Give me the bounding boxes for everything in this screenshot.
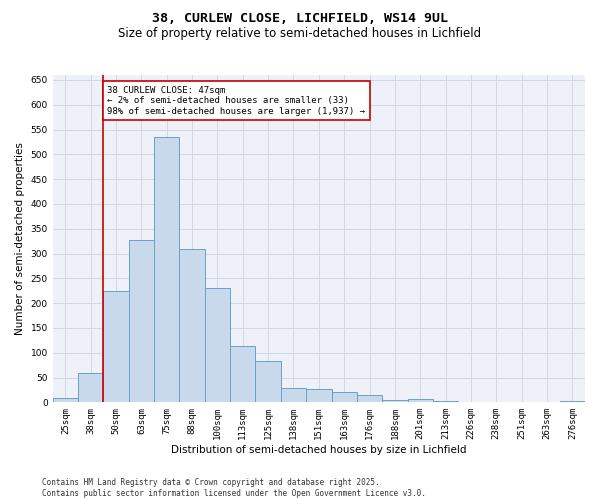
X-axis label: Distribution of semi-detached houses by size in Lichfield: Distribution of semi-detached houses by … xyxy=(171,445,467,455)
Bar xyxy=(205,288,230,403)
Text: Size of property relative to semi-detached houses in Lichfield: Size of property relative to semi-detach… xyxy=(118,28,482,40)
Bar xyxy=(306,390,332,402)
Bar xyxy=(230,346,256,403)
Bar xyxy=(382,400,407,402)
Bar xyxy=(332,392,357,402)
Bar xyxy=(357,395,382,402)
Bar xyxy=(78,372,103,402)
Bar xyxy=(53,398,78,402)
Bar xyxy=(154,137,179,402)
Bar xyxy=(179,248,205,402)
Bar xyxy=(103,290,129,403)
Y-axis label: Number of semi-detached properties: Number of semi-detached properties xyxy=(15,142,25,335)
Text: Contains HM Land Registry data © Crown copyright and database right 2025.
Contai: Contains HM Land Registry data © Crown c… xyxy=(42,478,426,498)
Text: 38, CURLEW CLOSE, LICHFIELD, WS14 9UL: 38, CURLEW CLOSE, LICHFIELD, WS14 9UL xyxy=(152,12,448,26)
Bar xyxy=(281,388,306,402)
Text: 38 CURLEW CLOSE: 47sqm
← 2% of semi-detached houses are smaller (33)
98% of semi: 38 CURLEW CLOSE: 47sqm ← 2% of semi-deta… xyxy=(107,86,365,116)
Bar xyxy=(407,399,433,402)
Bar xyxy=(256,360,281,403)
Bar xyxy=(129,240,154,402)
